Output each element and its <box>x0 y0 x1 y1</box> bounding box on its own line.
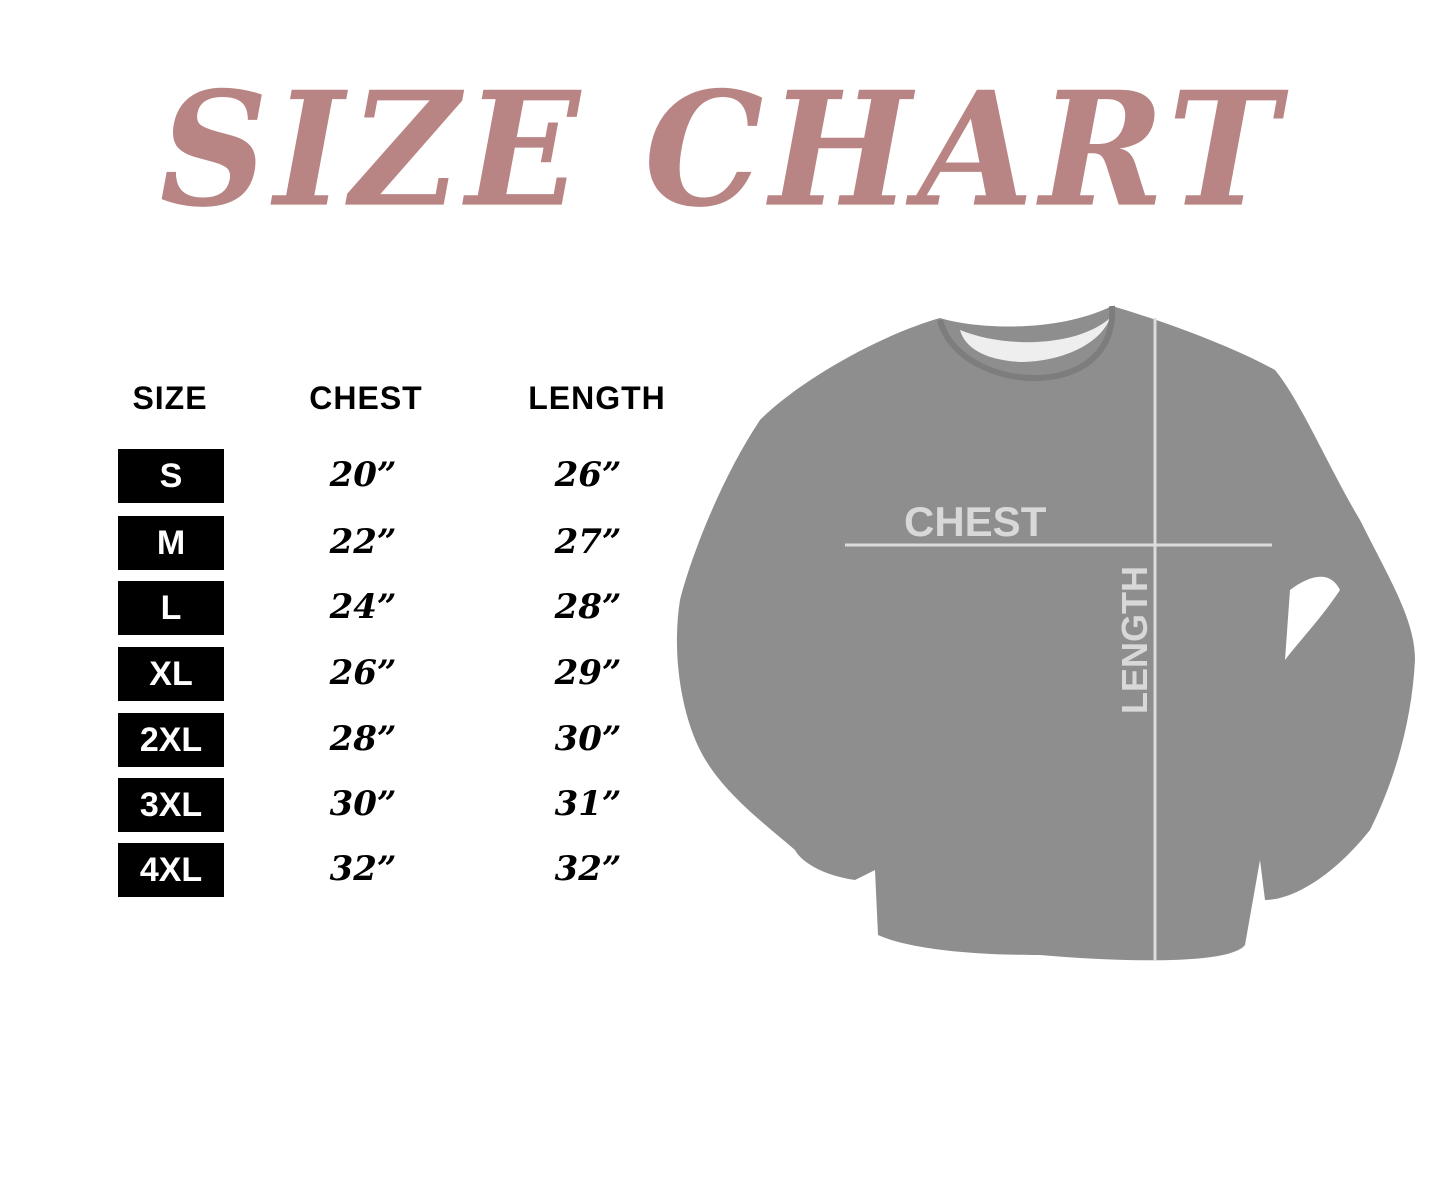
length-value: 26” <box>554 455 622 495</box>
table-row: 2XL 28” 30” <box>0 713 720 767</box>
size-badge: XL <box>118 647 224 701</box>
chest-value: 20” <box>329 455 397 495</box>
chest-value: 32” <box>329 849 397 889</box>
size-badge: 3XL <box>118 778 224 832</box>
header-chest: CHEST <box>309 380 423 416</box>
chest-value: 26” <box>329 653 397 693</box>
length-value: 32” <box>554 849 622 889</box>
length-value: 28” <box>554 587 622 627</box>
table-row: M 22” 27” <box>0 516 720 570</box>
header-length: LENGTH <box>528 380 666 416</box>
size-badge: 4XL <box>118 843 224 897</box>
size-badge: M <box>118 516 224 570</box>
length-label: LENGTH <box>1114 566 1155 714</box>
page-title: SIZE CHART <box>159 57 1286 243</box>
size-badge: 2XL <box>118 713 224 767</box>
length-value: 30” <box>554 719 622 759</box>
table-row: L 24” 28” <box>0 581 720 635</box>
chest-value: 24” <box>329 587 397 627</box>
table-row: 4XL 32” 32” <box>0 843 720 897</box>
table-row: 3XL 30” 31” <box>0 778 720 832</box>
chest-value: 22” <box>329 522 397 562</box>
table-row: S 20” 26” <box>0 449 720 503</box>
length-value: 27” <box>554 522 622 562</box>
sweatshirt-image <box>676 305 1415 961</box>
chest-label: CHEST <box>904 498 1047 545</box>
length-value: 29” <box>554 653 622 693</box>
table-row: XL 26” 29” <box>0 647 720 701</box>
chest-value: 30” <box>329 784 397 824</box>
chest-value: 28” <box>329 719 397 759</box>
size-badge: S <box>118 449 224 503</box>
length-value: 31” <box>554 784 622 824</box>
size-badge: L <box>118 581 224 635</box>
header-size: SIZE <box>132 380 208 416</box>
